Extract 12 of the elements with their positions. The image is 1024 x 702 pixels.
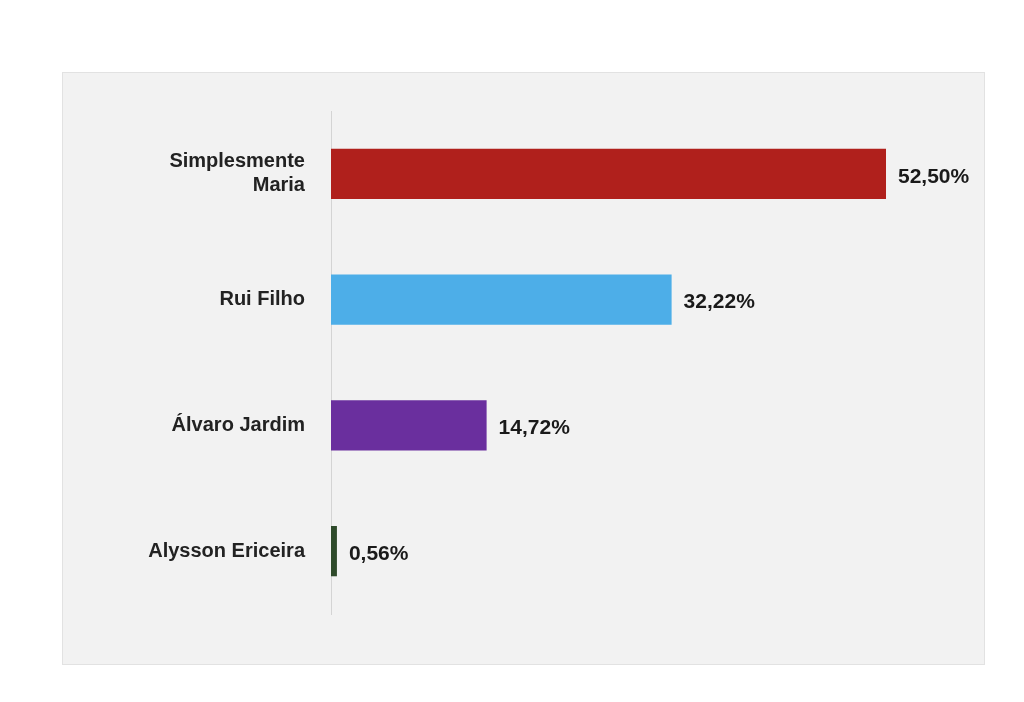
data-label: 52,50% — [898, 163, 970, 187]
y-tick-label: Álvaro Jardim — [171, 412, 305, 435]
y-tick-label: Rui Filho — [219, 287, 305, 310]
bar — [331, 274, 672, 325]
data-label: 32,22% — [683, 289, 756, 313]
y-tick-label: Alysson Ericeira — [148, 538, 306, 561]
data-label: 0,56% — [348, 540, 409, 564]
bar — [331, 148, 886, 200]
bar — [331, 525, 337, 577]
bar — [331, 400, 487, 451]
data-label: 14,72% — [498, 415, 571, 439]
y-tick-label: Simplesmente Maria — [169, 149, 306, 196]
